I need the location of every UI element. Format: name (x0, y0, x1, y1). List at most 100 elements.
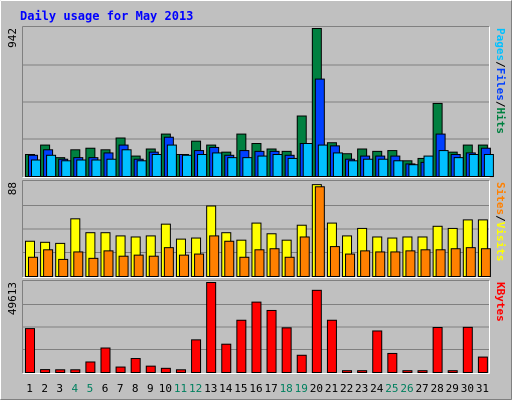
bar-pages-day-17 (272, 154, 283, 177)
bar-pages-day-28 (438, 150, 449, 177)
bar-kbytes-day-15 (236, 319, 247, 373)
bar-sites-day-24 (375, 251, 386, 278)
bar-sites-day-19 (299, 236, 310, 278)
bar-sites-day-27 (420, 249, 431, 278)
panel-visits: 88 Sites/Visits (6, 180, 507, 278)
x-tick-label-day-18: 18 (280, 382, 293, 395)
bar-kbytes-day-10 (160, 367, 171, 373)
legend-hits: Pages/Files/Hits (494, 28, 507, 134)
bar-sites-day-14 (224, 240, 235, 277)
bar-sites-day-28 (435, 249, 446, 278)
x-tick-label-day-30: 30 (461, 382, 474, 395)
bar-kbytes-day-8 (130, 358, 141, 374)
y-max-label-visits: 88 (6, 182, 19, 195)
legend-visits: Sites/Visits (494, 182, 507, 262)
x-tick-label-day-20: 20 (310, 382, 323, 395)
bar-kbytes-day-26 (402, 370, 413, 374)
bar-kbytes-day-1 (25, 328, 35, 374)
y-max-label-kbytes: 49613 (6, 282, 19, 315)
x-tick-label-day-11: 11 (174, 382, 187, 395)
legend-entry-sites: Sites (494, 182, 507, 215)
legend-separator: / (494, 215, 507, 222)
bar-kbytes-day-23 (357, 370, 368, 374)
x-tick-label-day-22: 22 (340, 382, 353, 395)
bar-kbytes-day-5 (85, 361, 96, 374)
bar-pages-day-21 (332, 152, 343, 177)
legend-kbytes: KBytes (494, 282, 507, 322)
bar-kbytes-day-19 (296, 354, 307, 373)
legend-entry-pages: Pages (494, 28, 507, 61)
x-tick-label-day-9: 9 (147, 382, 154, 395)
x-tick-label-day-5: 5 (87, 382, 94, 395)
bar-sites-day-18 (284, 256, 295, 278)
bar-pages-day-27 (423, 155, 434, 178)
x-tick-label-day-13: 13 (204, 382, 217, 395)
bar-kbytes-day-3 (55, 369, 66, 373)
x-tick-label-day-14: 14 (219, 382, 233, 395)
x-tick-label-day-29: 29 (446, 382, 459, 395)
bar-kbytes-day-16 (251, 301, 262, 374)
x-tick-label-day-25: 25 (385, 382, 398, 395)
bar-sites-day-23 (360, 250, 371, 277)
bar-sites-day-2 (43, 249, 54, 278)
x-tick-label-day-2: 2 (41, 382, 48, 395)
bar-sites-day-20 (314, 186, 325, 277)
x-tick-label-day-23: 23 (355, 382, 368, 395)
bar-pages-day-13 (212, 152, 223, 177)
x-tick-label-day-7: 7 (117, 382, 124, 395)
legend-entry-files: Files (494, 68, 507, 101)
bar-pages-day-4 (76, 159, 87, 178)
bar-pages-day-12 (197, 154, 208, 177)
bar-kbytes-day-21 (326, 319, 337, 373)
bar-pages-day-14 (227, 157, 238, 178)
bar-kbytes-day-6 (100, 347, 111, 373)
chart-title: Daily usage for May 2013 (20, 9, 193, 23)
bar-kbytes-day-11 (175, 369, 186, 373)
x-tick-label-day-24: 24 (370, 382, 384, 395)
bar-pages-day-5 (91, 159, 102, 178)
bar-kbytes-day-20 (311, 289, 322, 373)
x-tick-label-day-1: 1 (26, 382, 33, 395)
bar-kbytes-day-31 (477, 356, 488, 374)
x-tick-label-day-3: 3 (56, 382, 63, 395)
bar-sites-day-16 (254, 249, 265, 278)
bar-kbytes-day-2 (40, 369, 51, 373)
bar-pages-day-1 (31, 159, 41, 178)
bar-sites-day-29 (450, 248, 461, 278)
bar-sites-day-30 (465, 247, 476, 277)
panel-kbytes: 49613 KBytes (6, 280, 507, 374)
bar-sites-day-4 (73, 251, 84, 278)
legend-separator: / (494, 61, 507, 68)
bar-pages-day-8 (136, 160, 147, 177)
bar-sites-day-15 (239, 256, 250, 278)
x-tick-label-day-19: 19 (295, 382, 308, 395)
bar-kbytes-day-24 (372, 330, 383, 373)
bar-pages-day-10 (166, 144, 177, 178)
bar-pages-day-29 (453, 157, 464, 178)
bar-sites-day-8 (133, 254, 144, 278)
x-tick-label-day-16: 16 (249, 382, 262, 395)
bar-sites-day-25 (390, 251, 401, 278)
bar-pages-day-25 (393, 160, 404, 177)
bar-kbytes-day-14 (221, 343, 232, 373)
bar-pages-day-26 (408, 164, 419, 178)
legend-entry-visits: Visits (494, 222, 507, 262)
bar-pages-day-24 (378, 158, 389, 177)
bar-pages-day-11 (181, 154, 192, 178)
bar-sites-day-21 (329, 246, 340, 278)
bar-kbytes-day-30 (462, 326, 473, 373)
bar-pages-day-20 (317, 144, 328, 178)
bar-pages-day-7 (121, 149, 132, 177)
bar-sites-day-3 (58, 258, 69, 277)
bar-sites-day-7 (118, 255, 129, 278)
bar-sites-day-5 (88, 257, 99, 278)
bar-pages-day-2 (46, 154, 57, 178)
bar-kbytes-day-29 (447, 370, 458, 374)
x-tick-label-day-31: 31 (476, 382, 489, 395)
bar-pages-day-23 (363, 158, 374, 177)
bar-sites-day-6 (103, 250, 114, 277)
bar-pages-day-9 (151, 154, 162, 177)
bar-kbytes-day-17 (266, 309, 277, 373)
bar-kbytes-day-18 (281, 327, 292, 374)
